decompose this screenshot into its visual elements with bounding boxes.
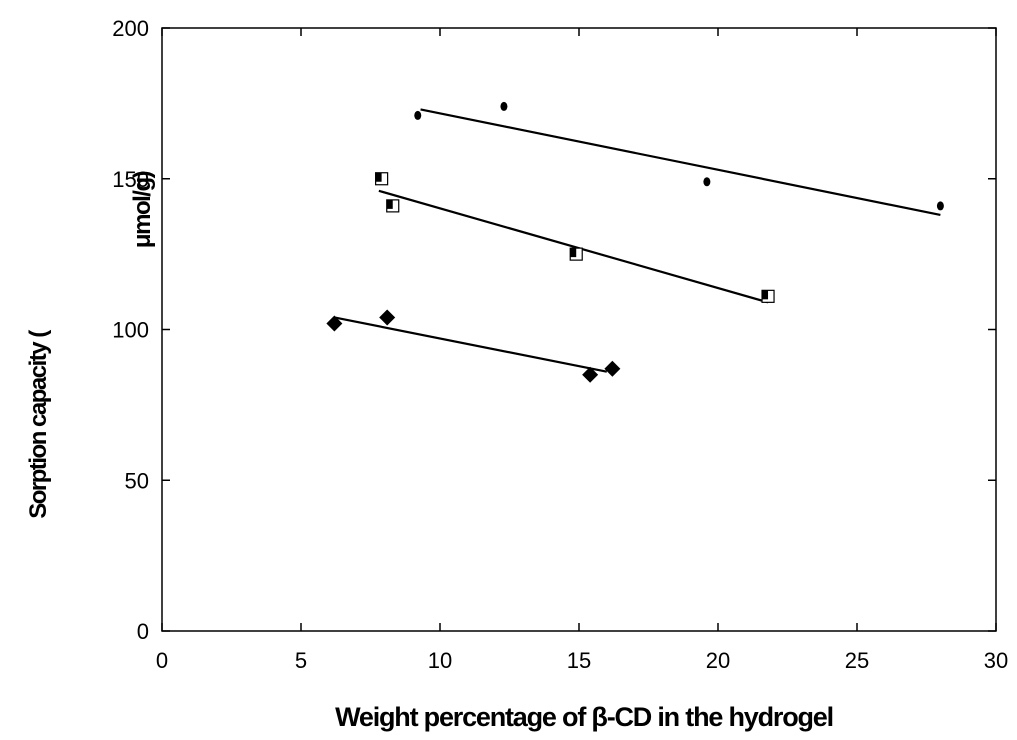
x-axis-title: Weight percentage of β-CD in the hydroge… xyxy=(335,702,833,732)
data-point-series-3 xyxy=(326,315,343,332)
data-point-series-3 xyxy=(379,309,396,326)
data-point-series-2 xyxy=(386,199,400,213)
data-points xyxy=(326,101,944,383)
data-point-series-1 xyxy=(936,201,944,211)
x-tick-label: 0 xyxy=(156,648,168,673)
x-tick-label: 20 xyxy=(706,648,730,673)
plot-frame xyxy=(161,27,997,632)
marker-fill xyxy=(570,248,577,258)
marker-fill xyxy=(375,172,382,182)
data-point-series-2 xyxy=(375,172,389,186)
y-tick-label: 100 xyxy=(112,318,149,343)
marker-fill xyxy=(386,199,393,209)
x-tick-label: 10 xyxy=(428,648,452,673)
x-axis-ticks: 0 5 10 15 20 25 30 xyxy=(156,28,1008,673)
x-tick-label: 30 xyxy=(984,648,1008,673)
y-axis-title-right: μmol/g) xyxy=(129,171,156,248)
y-tick-label: 0 xyxy=(137,619,149,644)
trend-line-2 xyxy=(378,189,769,304)
y-tick-label: 50 xyxy=(125,468,149,493)
data-point-series-1 xyxy=(414,110,422,120)
data-point-series-2 xyxy=(569,247,583,261)
marker-fill xyxy=(762,290,769,300)
trend-lines xyxy=(334,108,941,373)
data-point-series-1 xyxy=(703,177,711,187)
y-axis-title-left: Sorption capacity ( xyxy=(25,330,52,519)
x-tick-label: 25 xyxy=(845,648,869,673)
trend-line-3 xyxy=(334,316,608,373)
y-tick-label: 200 xyxy=(112,16,149,41)
data-point-series-3 xyxy=(582,366,599,383)
y-tick-label: 150 xyxy=(112,167,149,192)
trend-line-1 xyxy=(420,108,941,217)
x-tick-label: 15 xyxy=(567,648,591,673)
data-point-series-1 xyxy=(500,101,508,111)
x-tick-label: 5 xyxy=(295,648,307,673)
data-point-series-2 xyxy=(761,289,775,303)
data-point-series-3 xyxy=(604,360,621,377)
y-axis-ticks: 0 50 100 150 200 xyxy=(112,16,996,644)
